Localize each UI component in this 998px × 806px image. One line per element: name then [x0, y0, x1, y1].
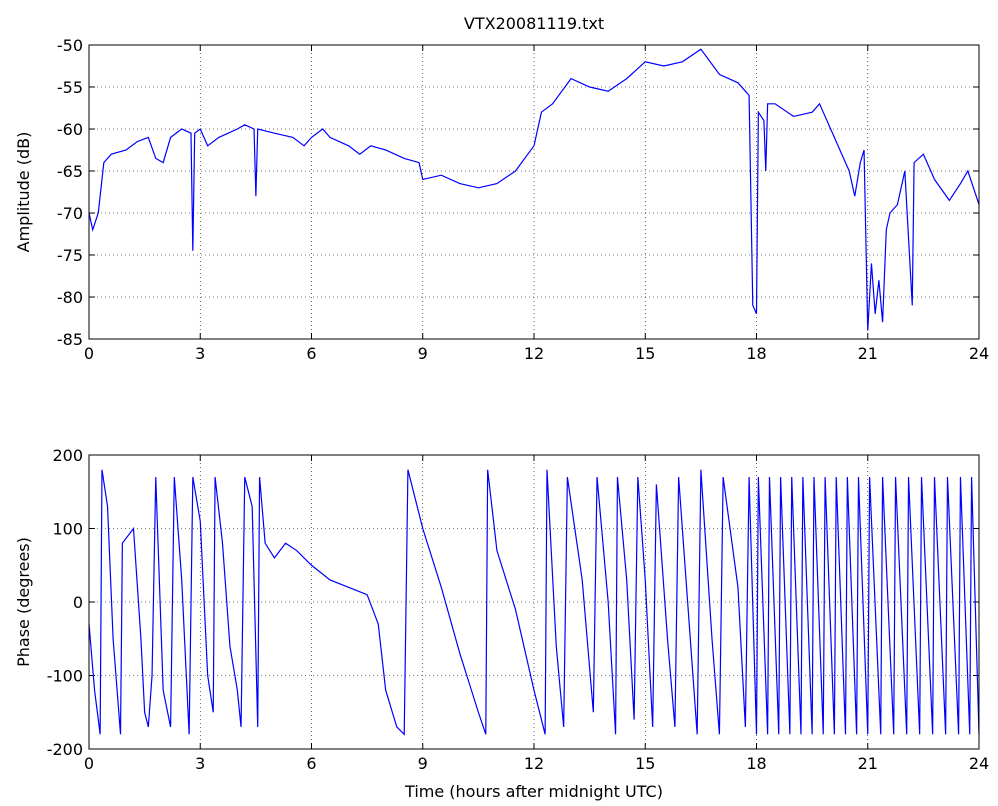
x-tick-label: 9 — [418, 344, 428, 363]
x-tick-label: 15 — [635, 754, 655, 773]
x-tick-label: 15 — [635, 344, 655, 363]
y-tick-label: -65 — [57, 162, 83, 181]
axes-box — [88, 454, 980, 750]
y-tick-label: -50 — [57, 36, 83, 55]
x-tick-label: 24 — [969, 754, 989, 773]
x-tick-label: 24 — [969, 344, 989, 363]
data-line — [88, 48, 980, 331]
x-tick-label: 3 — [195, 344, 205, 363]
x-tick-label: 18 — [746, 754, 766, 773]
x-tick-label: 18 — [746, 344, 766, 363]
x-tick-label: 3 — [195, 754, 205, 773]
y-tick-label: -60 — [57, 120, 83, 139]
x-tick-label: 6 — [306, 754, 316, 773]
y-tick-label: -80 — [57, 288, 83, 307]
y-tick-label: -200 — [47, 740, 83, 759]
y-tick-label: -100 — [47, 667, 83, 686]
y-tick-label: -70 — [57, 204, 83, 223]
y-tick-label: -85 — [57, 330, 83, 349]
y-tick-label: -75 — [57, 246, 83, 265]
x-tick-label: 12 — [524, 344, 544, 363]
x-tick-label: 0 — [84, 344, 94, 363]
x-tick-label: 12 — [524, 754, 544, 773]
data-line — [88, 469, 980, 736]
y-tick-label: -55 — [57, 78, 83, 97]
y-tick-label: 0 — [73, 593, 83, 612]
y-axis-label: Amplitude (dB) — [14, 132, 33, 253]
x-axis-label: Time (hours after midnight UTC) — [404, 782, 663, 801]
x-tick-label: 21 — [858, 344, 878, 363]
x-tick-label: 0 — [84, 754, 94, 773]
y-axis-label: Phase (degrees) — [14, 537, 33, 667]
x-tick-label: 9 — [418, 754, 428, 773]
y-tick-label: 200 — [52, 446, 83, 465]
x-tick-label: 21 — [858, 754, 878, 773]
y-tick-label: 100 — [52, 520, 83, 539]
x-tick-label: 6 — [306, 344, 316, 363]
axes-box — [88, 44, 980, 340]
chart-title: VTX20081119.txt — [464, 14, 604, 33]
